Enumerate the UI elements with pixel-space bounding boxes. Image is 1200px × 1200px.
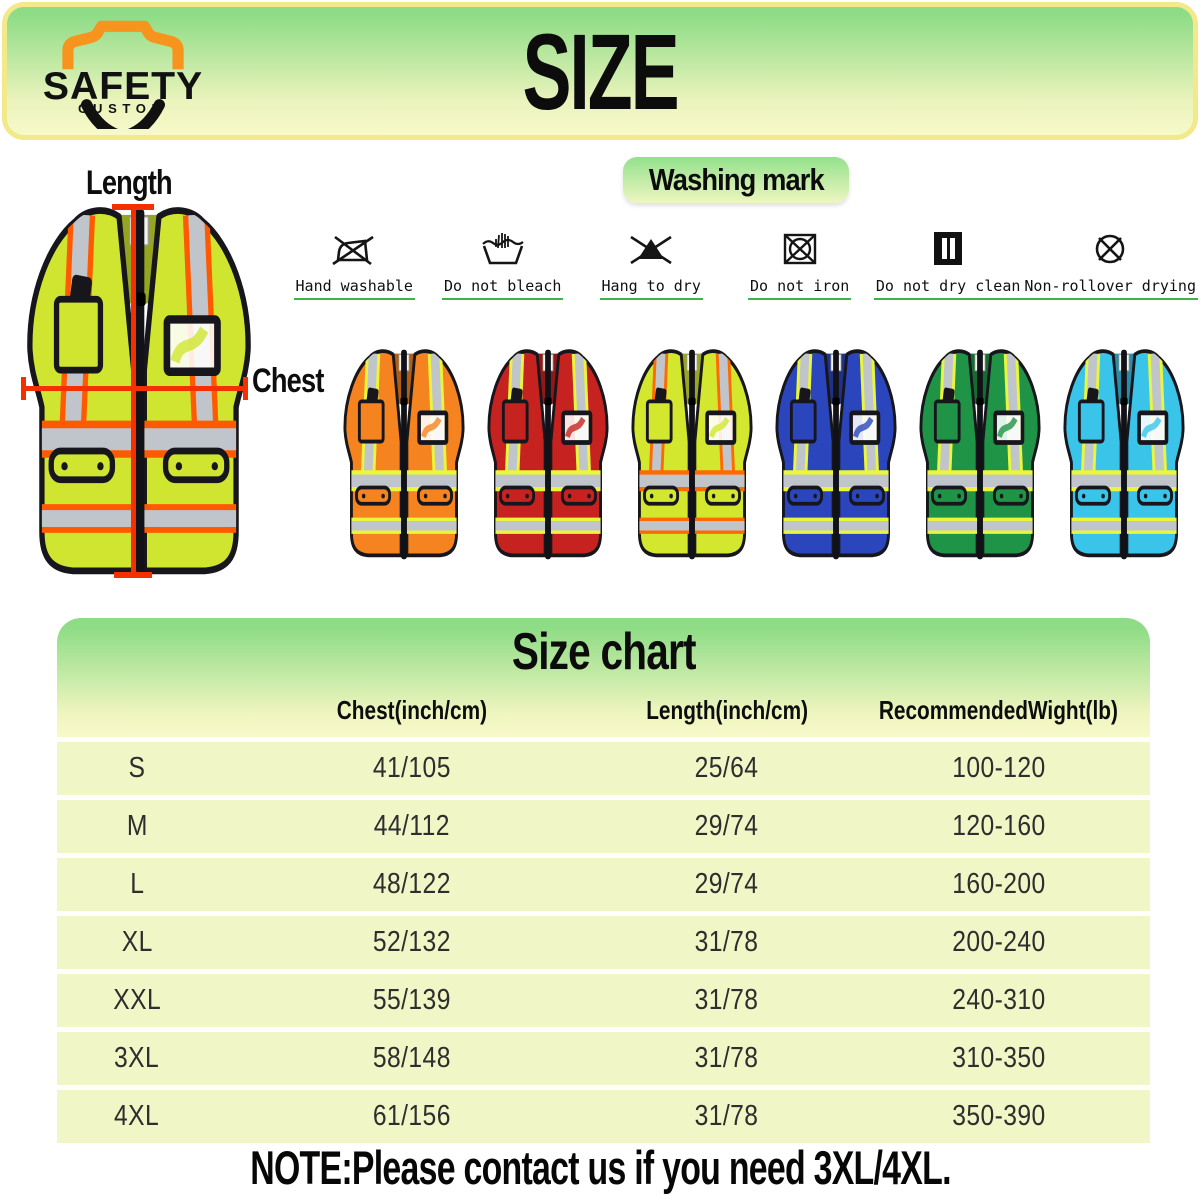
table-row: L 48/122 29/74 160-200 (57, 858, 1150, 911)
cell-weight: 100-120 (951, 752, 1046, 784)
washing-mark-label: Do not dry clean (873, 277, 1023, 300)
cell-chest: 61/156 (373, 1100, 451, 1132)
cell-weight: 200-240 (951, 926, 1046, 958)
black-square-bars-icon (922, 220, 974, 272)
vest-color-options-row (332, 344, 1196, 564)
crossed-circle-square-icon (774, 220, 826, 272)
table-row: 4XL 61/156 31/78 350-390 (57, 1090, 1150, 1143)
safety-custom-logo: SAFETY CUSTOM (43, 20, 203, 129)
cell-length: 29/74 (695, 810, 759, 842)
length-line-bottom-cap (114, 572, 152, 578)
column-header-chest: Chest(inch/cm) (336, 694, 488, 725)
washing-mark-badge: Washing mark (623, 157, 849, 203)
washing-mark-item: Hang to dry (577, 220, 725, 300)
cell-size: S (128, 752, 146, 784)
cell-chest: 58/148 (373, 1042, 451, 1074)
vest-image-cyan (1052, 344, 1196, 564)
cell-length: 29/74 (695, 868, 759, 900)
cell-size: 4XL (114, 1100, 160, 1132)
washing-mark-item: Non-rollover drying (1022, 220, 1198, 300)
length-line-top-cap (112, 204, 154, 210)
note-text: NOTE:Please contact us if you need 3XL/4… (249, 1141, 951, 1194)
chest-label: Chest (252, 362, 324, 400)
table-row: 3XL 58/148 31/78 310-350 (57, 1032, 1150, 1085)
cell-chest: 48/122 (373, 868, 451, 900)
cell-length: 25/64 (695, 752, 759, 784)
cell-chest: 52/132 (373, 926, 451, 958)
washing-mark-label: Non-rollover drying (1022, 277, 1198, 300)
cell-size: 3XL (114, 1042, 160, 1074)
cell-size: L (129, 868, 145, 900)
length-measure-line (131, 206, 136, 578)
washing-mark-item: Do not dry clean (873, 220, 1023, 300)
cell-weight: 310-350 (951, 1042, 1046, 1074)
column-header-size (57, 690, 217, 730)
crossed-circle-icon (1084, 220, 1136, 272)
chest-measure-line (24, 386, 246, 391)
page-title: SIZE (522, 11, 679, 132)
cell-size: M (126, 810, 148, 842)
washing-mark-label: Hand washable (293, 277, 415, 300)
shield-top-shape (62, 20, 184, 70)
cell-weight: 120-160 (951, 810, 1046, 842)
size-chart-header: Size chart Chest(inch/cm) Length(inch/cm… (57, 618, 1150, 737)
cell-chest: 44/112 (373, 810, 451, 842)
header-banner: SAFETY CUSTOM SIZE (2, 2, 1198, 140)
logo-text-safety: SAFETY (43, 65, 203, 108)
washing-mark-label: Do not iron (747, 277, 852, 300)
logo-text-custom: CUSTOM (78, 101, 168, 116)
size-chart-title: Size chart (511, 623, 697, 681)
length-label: Length (86, 164, 173, 202)
vest-image-green (908, 344, 1052, 564)
cell-weight: 350-390 (951, 1100, 1046, 1132)
washing-mark-item: Do not bleach (428, 220, 576, 300)
washing-mark-label: Do not bleach (442, 277, 564, 300)
crossed-triangle-icon (625, 220, 677, 272)
cell-length: 31/78 (695, 984, 759, 1016)
shield-bottom-shape (81, 99, 165, 129)
cell-size: XL (121, 926, 153, 958)
cell-chest: 55/139 (373, 984, 451, 1016)
cell-size: XXL (113, 984, 161, 1016)
vest-image-red (476, 344, 620, 564)
table-row: S 41/105 25/64 100-120 (57, 742, 1150, 795)
size-chart: Size chart Chest(inch/cm) Length(inch/cm… (57, 618, 1150, 1143)
chest-line-right-tick (243, 377, 248, 400)
column-header-weight: RecommendedWight(lb) (878, 694, 1118, 725)
vest-image-blue (764, 344, 908, 564)
cell-weight: 160-200 (951, 868, 1046, 900)
crossed-iron-icon (328, 220, 380, 272)
table-row: XL 52/132 31/78 200-240 (57, 916, 1150, 969)
cell-weight: 240-310 (951, 984, 1046, 1016)
washing-mark-item: Hand washable (280, 220, 428, 300)
vest-image-yellow (620, 344, 764, 564)
cell-length: 31/78 (695, 1100, 759, 1132)
washing-mark-title: Washing mark (648, 162, 825, 197)
hand-wash-tub-icon (477, 220, 529, 272)
cell-length: 31/78 (695, 1042, 759, 1074)
washing-marks-row: Hand washable Do not bleach Hang to dry (280, 220, 1198, 300)
hi-vis-vest-photo (6, 198, 272, 586)
table-row: XXL 55/139 31/78 240-310 (57, 974, 1150, 1027)
washing-mark-label: Hang to dry (599, 277, 703, 300)
size-chart-column-headers: Chest(inch/cm) Length(inch/cm) Recommend… (57, 690, 1150, 730)
note-banner: NOTE:Please contact us if you need 3XL/4… (0, 1140, 1200, 1195)
vest-image-orange (332, 344, 476, 564)
chest-line-left-tick (21, 377, 26, 400)
table-row: M 44/112 29/74 120-160 (57, 800, 1150, 853)
cell-chest: 41/105 (373, 752, 451, 784)
column-header-length: Length(inch/cm) (646, 694, 808, 725)
cell-length: 31/78 (695, 926, 759, 958)
washing-mark-item: Do not iron (725, 220, 873, 300)
